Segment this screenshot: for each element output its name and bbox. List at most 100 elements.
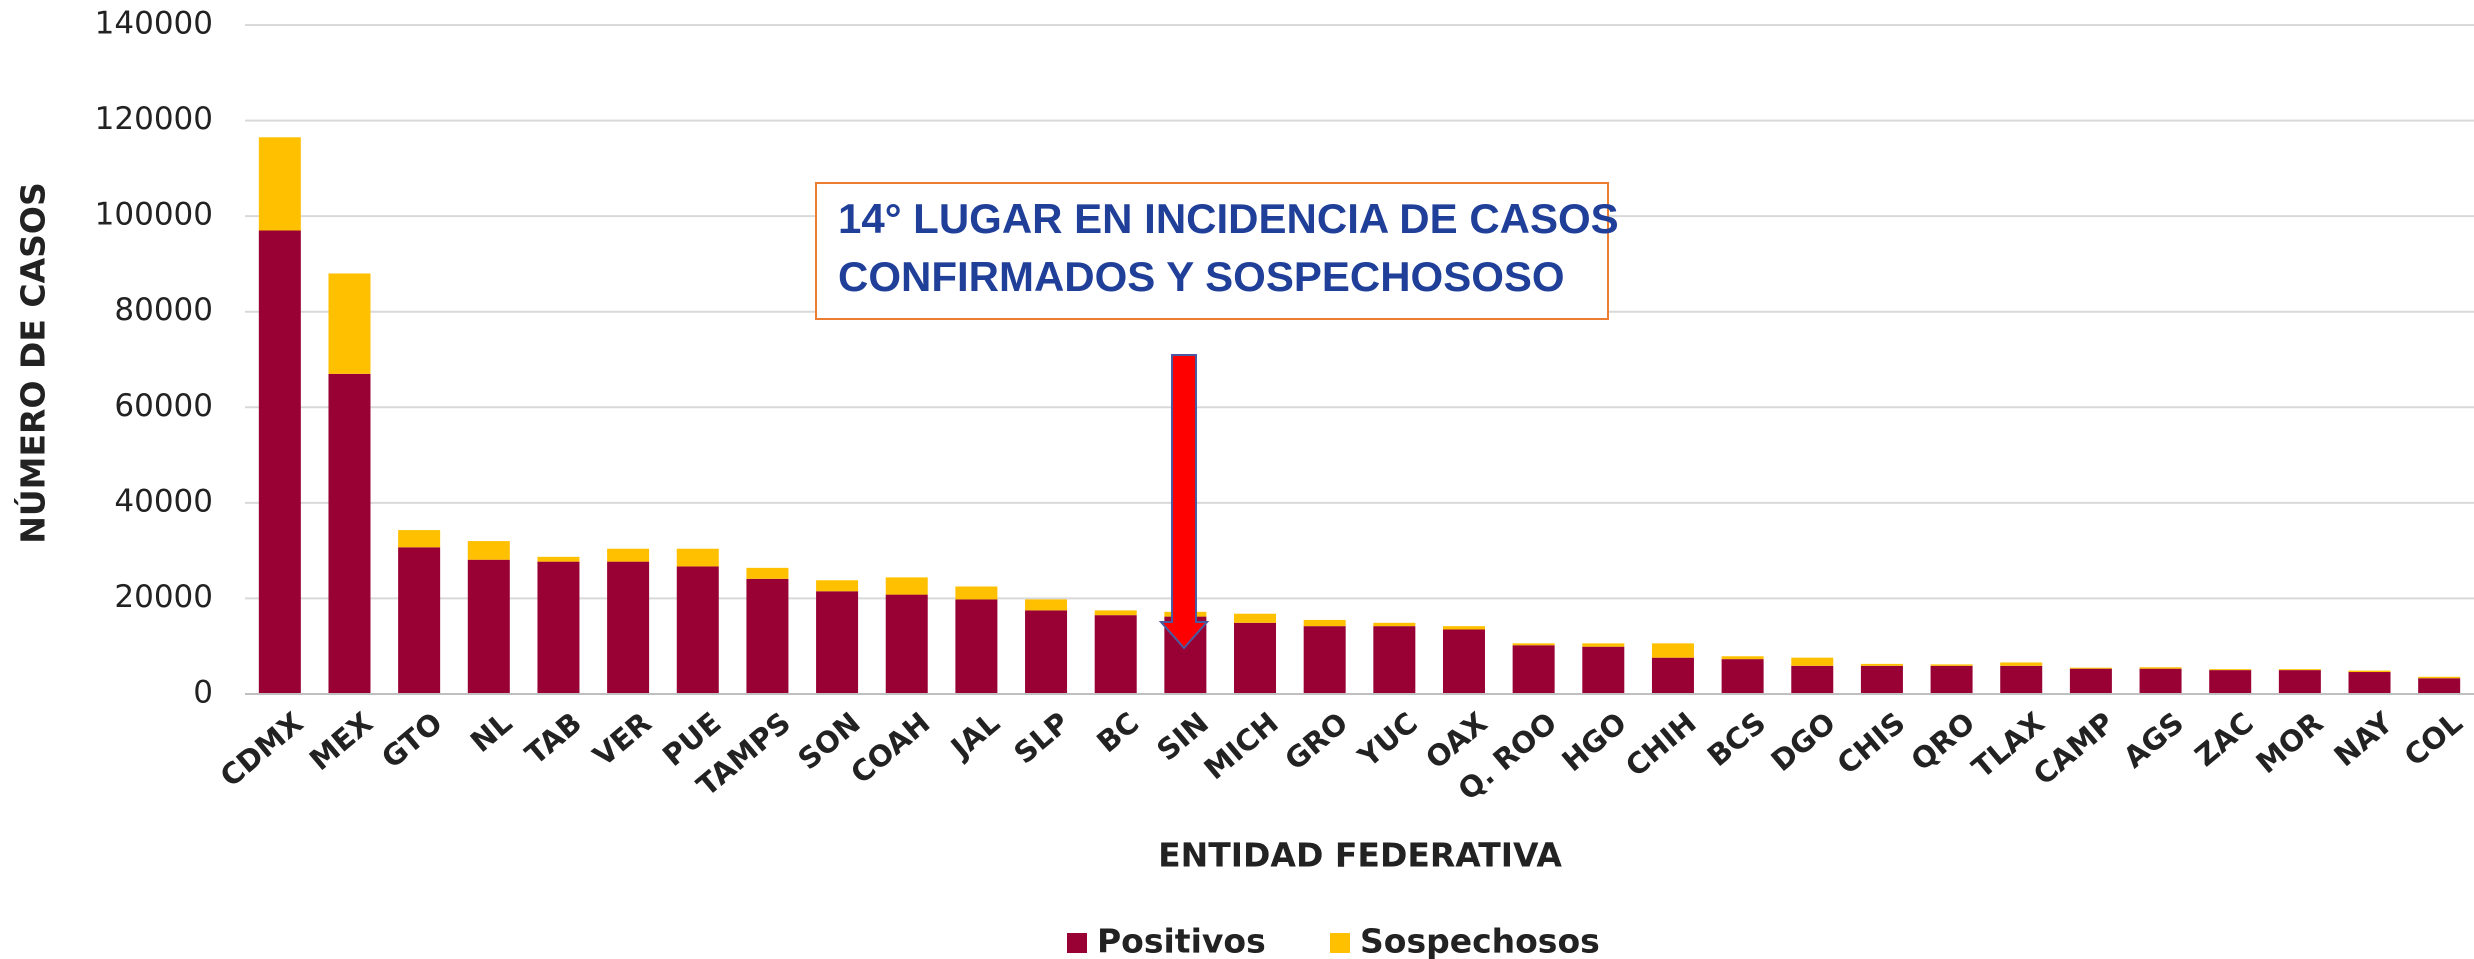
x-tick-label: CHIH [1619, 705, 1703, 783]
bar-segment [467, 559, 510, 694]
x-tick-label: CHIS [1831, 705, 1912, 781]
bar-segment [1930, 665, 1973, 694]
bar-segment [537, 561, 580, 694]
x-tick-label: MICH [1198, 705, 1285, 786]
x-tick-label: GTO [375, 705, 449, 775]
legend-swatch [1067, 933, 1087, 953]
bar-segment [676, 548, 719, 567]
bar-segment [2278, 670, 2321, 694]
x-tick-label: BCS [1701, 705, 1773, 773]
annotation-box [815, 182, 1609, 320]
bar-segment [1373, 626, 1416, 694]
bar-segment [2069, 668, 2112, 694]
bar-segment [816, 580, 859, 592]
arrow [1158, 354, 1210, 650]
y-tick-label: 120000 [95, 101, 213, 137]
bar-segment [955, 599, 998, 694]
bar-segment [1651, 643, 1694, 658]
bar-segment [1303, 619, 1346, 627]
bar-segment [2278, 669, 2321, 671]
bar-segment [258, 137, 301, 231]
legend-label: Positivos [1097, 922, 1266, 959]
bar-segment [1303, 626, 1346, 694]
y-tick-label: 0 [193, 675, 213, 711]
bar-segment [1442, 629, 1485, 694]
bar-segment [1791, 657, 1834, 666]
x-tick-label: CAMP [2027, 705, 2121, 791]
bar-segment [1512, 643, 1555, 646]
bar-segment [1442, 626, 1485, 630]
bar-segment [885, 577, 928, 595]
y-tick-label: 80000 [114, 292, 213, 328]
bar-segment [2418, 676, 2461, 679]
x-tick-label: BC [1090, 705, 1145, 759]
legend-swatch [1330, 933, 1350, 953]
bar-segment [1721, 659, 1764, 694]
bar-segment [1373, 622, 1416, 627]
bar-segment [1721, 656, 1764, 660]
bar-segment [398, 547, 441, 694]
x-tick-label: MOR [2250, 705, 2330, 780]
y-tick-label: 100000 [95, 197, 213, 233]
bar-segment [1930, 664, 1973, 666]
bar-segment [398, 530, 441, 548]
bar-segment [1234, 613, 1277, 623]
bar-segment [2209, 670, 2252, 694]
bar-segment [1582, 646, 1625, 694]
x-tick-label: NL [464, 705, 519, 759]
bar-segment [467, 541, 510, 560]
bar-segment [2348, 670, 2391, 673]
bar-segment [607, 561, 650, 694]
x-tick-label: COAH [844, 705, 936, 790]
x-tick-label: MEX [303, 705, 379, 777]
bar-segment [2348, 672, 2391, 694]
bar-segment [1234, 622, 1277, 694]
bar-segment [2000, 662, 2043, 666]
x-axis-title: ENTIDAD FEDERATIVA [1158, 836, 1562, 875]
x-tick-label: AGS [2117, 705, 2190, 774]
bar-segment [1791, 665, 1834, 694]
bar-segment [1651, 657, 1694, 694]
bar-segment [2000, 665, 2043, 694]
bar-segment [607, 548, 650, 562]
bar-segment [2139, 668, 2182, 694]
y-tick-label: 40000 [114, 483, 213, 519]
x-tick-label: TAB [519, 705, 588, 771]
bar-segment [2209, 669, 2252, 671]
y-tick-label: 140000 [95, 6, 213, 42]
bar-segment [1582, 643, 1625, 647]
bar-segment [328, 273, 371, 374]
bar-segment [258, 230, 301, 694]
x-tick-label: GRO [1278, 705, 1354, 777]
legend-label: Sospechosos [1360, 922, 1600, 959]
x-tick-label: ZAC [2188, 705, 2259, 773]
y-axis-title: NÚMERO DE CASOS [13, 182, 53, 544]
bar-segment [746, 578, 789, 694]
plot: 0 20000 40000 60000 80000 100000 120000 140000 C… [95, 6, 2474, 959]
x-tick-label: CDMX [214, 705, 310, 793]
bar-segment [746, 567, 789, 579]
bar-segment [816, 591, 859, 694]
bar-segment [955, 586, 998, 600]
x-tick-label: COL [2398, 705, 2469, 772]
bar-segment [1512, 645, 1555, 694]
bar-segment [1860, 665, 1903, 694]
bar-segment [2418, 678, 2461, 694]
x-tick-label: YUC [1351, 705, 1424, 774]
x-tick-label: QRO [1904, 705, 1981, 777]
bar-segment [1025, 599, 1068, 611]
y-tick-label: 60000 [114, 388, 213, 424]
bar-segment [2139, 667, 2182, 669]
bar-segment [328, 373, 371, 694]
x-tick-label: SLP [1007, 705, 1075, 770]
x-tick-label: NAY [2328, 705, 2400, 773]
y-tick-label: 20000 [114, 579, 213, 615]
bar-segment [1025, 610, 1068, 694]
bar-segment [2069, 667, 2112, 669]
bar-segment [676, 566, 719, 694]
x-tick-label: VER [586, 705, 657, 773]
x-tick-label: JAL [943, 705, 1006, 766]
annotation-line: 14° LUGAR EN INCIDENCIA DE CASOS [838, 195, 1619, 242]
bar-segment [885, 594, 928, 694]
